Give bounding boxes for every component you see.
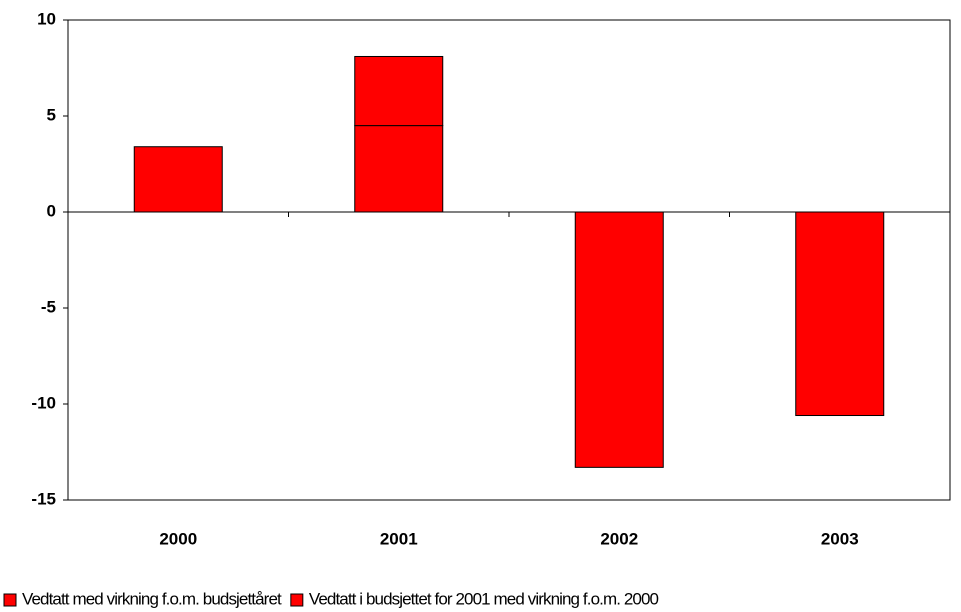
bar [574, 211, 664, 468]
bar [354, 55, 444, 127]
y-tick-label: -10 [31, 393, 56, 412]
bar [133, 146, 223, 213]
legend-label: Vedtatt i budsjettet for 2001 med virkni… [309, 589, 659, 608]
legend-swatch [3, 593, 17, 607]
y-tick-label: 10 [37, 9, 56, 28]
x-tick-label: 2002 [600, 529, 638, 548]
y-tick-label: -5 [41, 297, 56, 316]
legend-swatch [290, 593, 304, 607]
y-tick-label: -15 [31, 489, 56, 508]
x-tick-label: 2000 [159, 529, 197, 548]
bar [354, 125, 444, 213]
bar [795, 211, 885, 417]
legend-label: Vedtatt med virkning f.o.m. budsjettåret [22, 589, 282, 608]
y-tick-label: 0 [47, 201, 56, 220]
x-tick-label: 2003 [821, 529, 859, 548]
y-tick-label: 5 [47, 105, 56, 124]
plot-area [67, 19, 951, 501]
x-tick-label: 2001 [380, 529, 418, 548]
